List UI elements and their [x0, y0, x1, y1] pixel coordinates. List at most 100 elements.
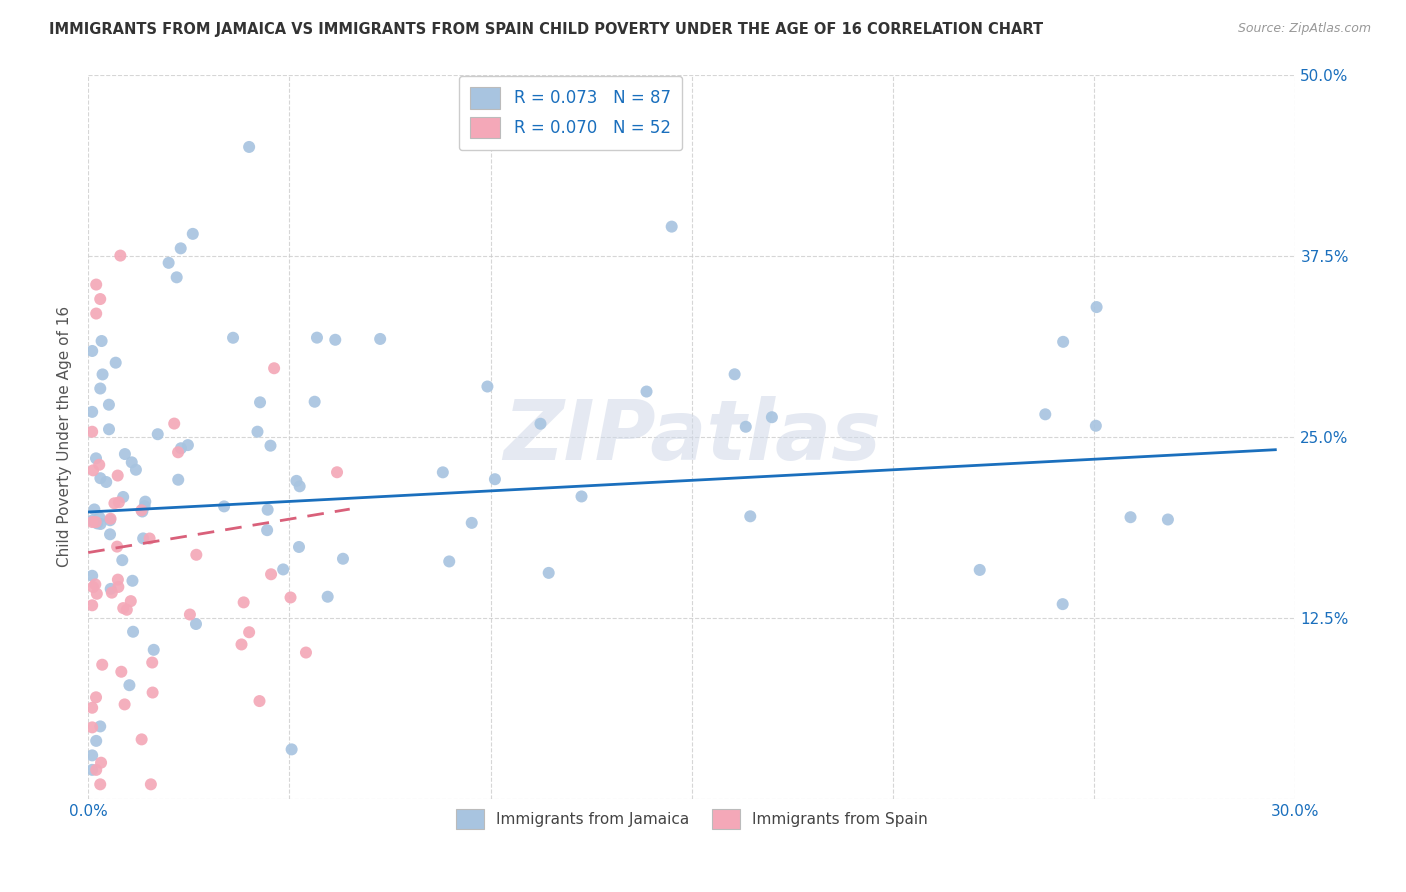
Point [368, 332, 391, 346]
Point [232, 595, 254, 609]
Point [134, 499, 156, 513]
Point [84, 515, 107, 529]
Point [90, 334, 112, 348]
Point [326, 465, 349, 479]
Point [1085, 300, 1108, 314]
Point [82, 599, 104, 613]
Point [84, 277, 107, 292]
Point [122, 624, 145, 639]
Point [91, 657, 114, 672]
Point [98, 422, 121, 436]
Point [96, 475, 118, 489]
Point [246, 425, 269, 439]
Point [439, 554, 461, 568]
Point [304, 394, 326, 409]
Point [186, 548, 208, 562]
Point [288, 479, 311, 493]
Point [231, 637, 253, 651]
Point [114, 447, 136, 461]
Point [83, 502, 105, 516]
Point [723, 368, 745, 382]
Point [222, 331, 245, 345]
Point [249, 694, 271, 708]
Point [114, 698, 136, 712]
Point [295, 646, 318, 660]
Point [84, 307, 107, 321]
Point [167, 445, 190, 459]
Text: ZIPatlas: ZIPatlas [503, 396, 880, 477]
Point [166, 270, 188, 285]
Point [316, 590, 339, 604]
Legend: Immigrants from Jamaica, Immigrants from Spain: Immigrants from Jamaica, Immigrants from… [450, 803, 934, 835]
Text: Source: ZipAtlas.com: Source: ZipAtlas.com [1237, 22, 1371, 36]
Point [89, 516, 111, 531]
Point [112, 490, 135, 504]
Point [134, 494, 156, 508]
Point [82, 763, 104, 777]
Point [477, 379, 499, 393]
Point [107, 580, 129, 594]
Point [103, 496, 125, 510]
Point [146, 427, 169, 442]
Point [256, 523, 278, 537]
Point [89, 777, 111, 791]
Point [132, 532, 155, 546]
Point [571, 490, 593, 504]
Point [100, 512, 122, 526]
Point [105, 540, 128, 554]
Point [118, 678, 141, 692]
Point [89, 471, 111, 485]
Point [332, 551, 354, 566]
Point [661, 219, 683, 234]
Point [181, 227, 204, 241]
Point [84, 690, 107, 705]
Point [131, 504, 153, 518]
Point [82, 748, 104, 763]
Point [100, 582, 122, 596]
Point [163, 417, 186, 431]
Point [184, 617, 207, 632]
Point [101, 585, 124, 599]
Point [249, 395, 271, 409]
Point [107, 468, 129, 483]
Point [740, 509, 762, 524]
Point [1033, 407, 1056, 421]
Point [170, 442, 193, 456]
Point [89, 292, 111, 306]
Point [120, 594, 142, 608]
Point [110, 665, 132, 679]
Point [112, 601, 135, 615]
Point [142, 685, 165, 699]
Point [82, 720, 104, 734]
Point [110, 249, 132, 263]
Point [238, 140, 260, 154]
Point [82, 463, 104, 477]
Point [179, 607, 201, 622]
Point [82, 425, 104, 439]
Point [138, 532, 160, 546]
Point [141, 656, 163, 670]
Point [125, 463, 148, 477]
Point [1084, 418, 1107, 433]
Point [121, 455, 143, 469]
Point [461, 516, 484, 530]
Point [1157, 512, 1180, 526]
Point [86, 516, 108, 531]
Point [734, 419, 756, 434]
Point [98, 527, 121, 541]
Point [969, 563, 991, 577]
Point [82, 405, 104, 419]
Point [107, 573, 129, 587]
Point [280, 591, 302, 605]
Point [82, 515, 104, 529]
Point [97, 398, 120, 412]
Point [82, 568, 104, 582]
Point [432, 466, 454, 480]
Point [86, 587, 108, 601]
Point [89, 382, 111, 396]
Point [238, 625, 260, 640]
Point [271, 562, 294, 576]
Point [115, 603, 138, 617]
Point [82, 580, 104, 594]
Point [1052, 597, 1074, 611]
